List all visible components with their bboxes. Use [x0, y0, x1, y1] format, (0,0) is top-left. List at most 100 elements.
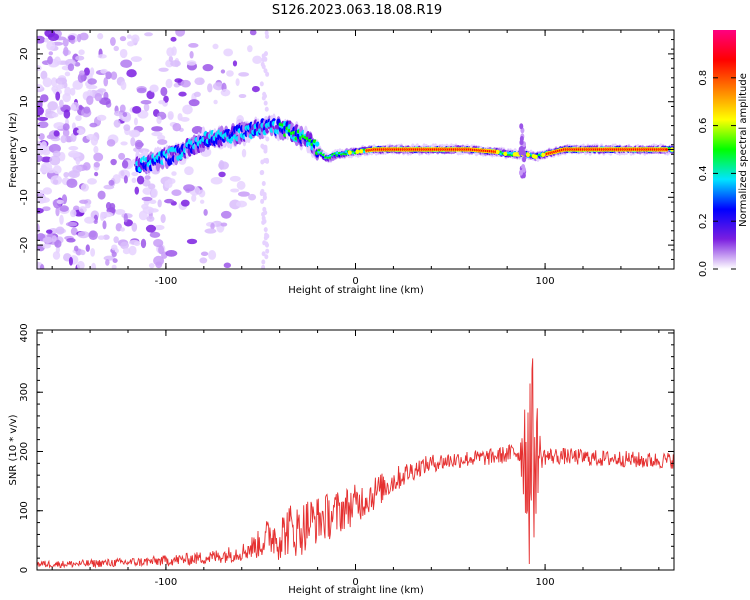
- noise-blob: [265, 71, 270, 77]
- noise-blob: [97, 88, 107, 93]
- colorbar-tick-label: 0.6: [698, 118, 709, 134]
- noise-blob: [79, 70, 85, 76]
- noise-blob: [52, 150, 61, 158]
- noise-blob: [262, 206, 267, 212]
- noise-blob: [171, 171, 177, 176]
- noise-blob: [232, 60, 238, 67]
- noise-blob: [53, 130, 60, 137]
- noise-blob: [89, 122, 98, 128]
- noise-blob: [119, 36, 127, 42]
- noise-blob: [193, 91, 201, 97]
- noise-blob: [78, 49, 85, 56]
- noise-blob: [110, 71, 118, 80]
- noise-blob: [94, 171, 99, 177]
- noise-blob: [265, 158, 270, 164]
- noise-blob: [55, 245, 60, 254]
- noise-blob: [54, 56, 61, 66]
- noise-blob: [160, 86, 168, 97]
- noise-blob: [71, 122, 76, 130]
- figure-title: S126.2023.063.18.08.R19: [272, 3, 442, 18]
- noise-blob: [70, 209, 77, 218]
- noise-blob: [120, 59, 133, 68]
- noise-blob: [158, 100, 166, 105]
- ridge-core: [541, 152, 546, 157]
- noise-blob: [45, 229, 53, 234]
- noise-blob: [91, 262, 97, 269]
- noise-blob: [77, 231, 90, 239]
- noise-blob: [188, 99, 200, 107]
- y-tick-label: 100: [19, 501, 30, 520]
- noise-blob: [94, 92, 102, 102]
- noise-blob: [90, 67, 95, 76]
- noise-blob: [210, 176, 223, 185]
- noise-blob: [42, 77, 53, 88]
- noise-blob: [220, 69, 226, 74]
- noise-blob: [126, 69, 137, 78]
- noise-blob: [111, 251, 117, 258]
- noise-blob: [146, 215, 155, 222]
- noise-blob: [90, 135, 99, 146]
- noise-blob: [62, 38, 69, 47]
- ridge-streak: [521, 172, 526, 179]
- noise-blob: [65, 221, 78, 227]
- noise-blob: [248, 193, 257, 201]
- noise-blob: [148, 262, 155, 269]
- noise-blob: [109, 203, 116, 210]
- noise-blob: [153, 238, 164, 248]
- noise-blob: [145, 224, 157, 233]
- noise-blob: [55, 83, 65, 90]
- noise-blob: [241, 148, 247, 158]
- noise-blob: [131, 171, 139, 177]
- noise-blob: [115, 209, 126, 215]
- noise-blob: [37, 121, 49, 129]
- noise-blob: [39, 166, 51, 173]
- noise-blob: [55, 91, 61, 101]
- noise-blob: [134, 186, 140, 195]
- noise-blob: [48, 51, 54, 56]
- noise-blob: [191, 126, 204, 135]
- noise-blob: [210, 222, 215, 230]
- noise-blob: [70, 103, 77, 111]
- noise-blob: [87, 78, 97, 85]
- ridge-blob: [315, 141, 320, 147]
- colorbar-ticks: 0.0 0.2 0.4 0.6 0.8: [698, 70, 736, 277]
- noise-blob: [111, 244, 118, 251]
- noise-blob: [171, 189, 182, 196]
- noise-blob: [50, 175, 63, 186]
- noise-blob: [37, 116, 49, 122]
- ridge-streak: [519, 139, 524, 146]
- noise-blob: [148, 183, 156, 190]
- noise-blob: [76, 260, 85, 269]
- noise-blob: [212, 43, 219, 50]
- noise-blob: [236, 180, 246, 190]
- noise-blob: [259, 81, 264, 87]
- noise-blob: [126, 40, 135, 47]
- colorbar-label: Normalized spectral amplitude: [738, 73, 749, 227]
- noise-blob: [264, 232, 269, 238]
- noise-blob: [140, 238, 147, 249]
- noise-blob: [261, 264, 266, 269]
- noise-blob: [62, 128, 70, 137]
- y-tick-label: 20: [19, 48, 30, 61]
- noise-blob: [113, 119, 121, 128]
- noise-blob: [126, 34, 132, 39]
- noise-blob: [45, 108, 52, 115]
- noise-blob: [220, 222, 228, 227]
- noise-blob: [165, 78, 173, 89]
- noise-blob: [47, 56, 53, 65]
- noise-blob: [203, 209, 208, 216]
- noise-blob: [105, 71, 112, 80]
- noise-blob: [83, 106, 91, 114]
- noise-blob: [59, 205, 69, 212]
- noise-blob: [156, 116, 162, 125]
- noise-blob: [63, 171, 70, 178]
- noise-blob: [122, 247, 131, 255]
- noise-blob: [182, 104, 193, 115]
- noise-blob: [56, 199, 64, 204]
- colorbar-tick-label: 0.0: [698, 261, 709, 277]
- noise-blob: [153, 224, 165, 231]
- noise-blob: [218, 171, 226, 178]
- noise-blob: [251, 85, 260, 93]
- noise-blob: [67, 34, 76, 41]
- noise-blob: [247, 45, 253, 53]
